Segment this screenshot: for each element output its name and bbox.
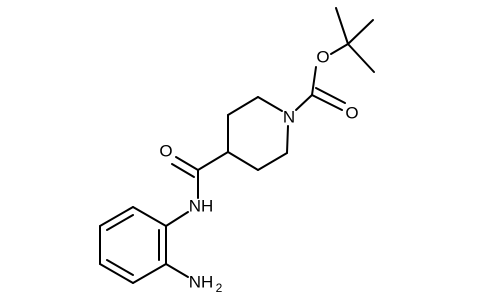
atom-label: NH xyxy=(189,196,214,215)
atom-label: N xyxy=(283,107,295,126)
bonds xyxy=(99,7,375,284)
atom-label: O xyxy=(159,141,172,160)
atom-label: NH xyxy=(189,272,214,291)
atom-subscript: 2 xyxy=(216,281,223,295)
atom-label: O xyxy=(316,47,329,66)
atom-label: O xyxy=(345,103,358,122)
